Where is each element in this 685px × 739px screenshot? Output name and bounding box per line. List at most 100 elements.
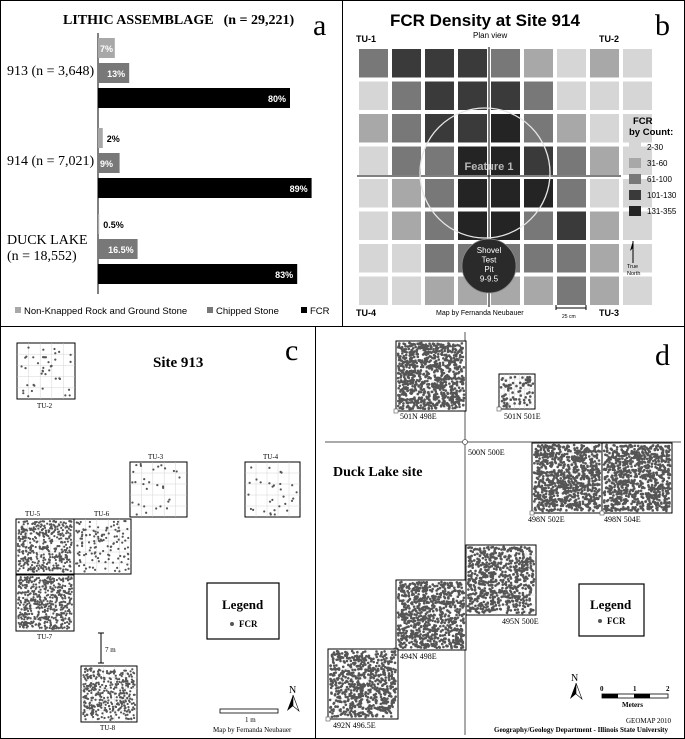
excavation-unit (395, 340, 467, 412)
grid-cell (359, 146, 388, 175)
fcr-dot (667, 476, 670, 479)
fcr-dot (598, 462, 601, 466)
fcr-dot (95, 713, 98, 716)
fcr-dot (495, 607, 499, 611)
fcr-dot (93, 568, 97, 571)
fcr-dot (132, 470, 135, 473)
fcr-dot (43, 624, 46, 627)
fcr-dot (441, 361, 445, 365)
fcr-dot (607, 478, 611, 481)
fcr-dot (419, 377, 422, 381)
fcr-dot (579, 484, 582, 488)
grid-cell (491, 114, 520, 143)
fcr-dot (400, 399, 403, 403)
fcr-dot (545, 502, 549, 505)
fcr-dot (496, 563, 499, 566)
fcr-dot (29, 609, 33, 612)
fcr-dot (27, 546, 30, 550)
fcr-dot (449, 357, 453, 360)
fcr-dot (92, 715, 95, 719)
fcr-dot (19, 601, 23, 604)
fcr-dot (124, 714, 127, 717)
site-913-map: Site 913 c TU-2TU-3 TU-4TU-5 TU-6TU-7TU-8 … (15, 334, 301, 734)
fcr-dot (70, 576, 73, 579)
fcr-dot (69, 551, 72, 554)
fcr-dot (36, 524, 39, 527)
fcr-dot (542, 499, 546, 503)
fcr-dot (131, 481, 134, 484)
fcr-dot (630, 452, 633, 455)
fcr-dot (280, 471, 283, 474)
fcr-dot (461, 376, 465, 380)
excavation-unit (80, 665, 138, 723)
fcr-dot (81, 544, 84, 548)
fcr-dot (569, 486, 572, 490)
fcr-dot (494, 551, 498, 555)
fcr-dot (414, 345, 417, 349)
fcr-dot (567, 480, 570, 483)
fcr-dot (100, 702, 103, 705)
fcr-dot (249, 507, 253, 511)
fcr-dot (60, 560, 63, 564)
fcr-dot (645, 457, 649, 461)
fcr-dot (60, 593, 63, 596)
fcr-dot (438, 349, 441, 353)
fcr-dot (91, 566, 95, 569)
fcr-dot (418, 406, 422, 410)
fcr-dot (30, 580, 34, 583)
fcr-dot (541, 480, 544, 483)
fcr-dot (97, 681, 100, 684)
fcr-dot (54, 601, 57, 604)
fcr-dot (411, 376, 414, 380)
excavation-unit (498, 373, 536, 410)
fcr-dot (67, 575, 70, 579)
fcr-dot (594, 450, 598, 453)
fcr-dot (43, 546, 47, 549)
fcr-dot (98, 688, 101, 692)
fcr-dot (43, 587, 46, 591)
fcr-dot (551, 485, 555, 489)
fcr-dot (27, 346, 30, 349)
fcr-dot (509, 398, 513, 402)
fcr-dot (481, 556, 485, 560)
fcr-dot (26, 563, 30, 566)
fcr-dot (639, 489, 643, 493)
fcr-dot (26, 603, 29, 606)
fcr-dot (431, 384, 434, 388)
fcr-dot (29, 566, 32, 569)
fcr-dot (103, 700, 107, 703)
fcr-dot (58, 557, 61, 560)
fcr-dot (538, 463, 542, 466)
fcr-dot (32, 591, 35, 594)
fcr-dot (94, 698, 97, 701)
fcr-dot (591, 464, 595, 468)
fcr-dot (70, 520, 73, 523)
fcr-dot (575, 507, 578, 511)
fcr-dot (590, 453, 594, 456)
fcr-dot (54, 528, 57, 532)
fcr-dot (492, 567, 496, 571)
fcr-dot (39, 531, 42, 534)
fcr-dot (84, 718, 87, 721)
fcr-dot (143, 505, 146, 508)
fcr-dot (122, 555, 126, 558)
fcr-dot (567, 468, 570, 472)
fcr-dot (398, 394, 401, 398)
fcr-dot (102, 680, 106, 683)
fcr-dot (610, 474, 614, 478)
fcr-dot (399, 346, 402, 350)
fcr-dot (126, 672, 129, 675)
fcr-dot (109, 715, 113, 718)
fcr-dot (511, 391, 514, 394)
fcr-dot (401, 407, 404, 411)
fcr-dot (612, 482, 616, 485)
fcr-dot (454, 354, 458, 358)
fcr-dot (454, 348, 458, 352)
fcr-dot (58, 537, 61, 540)
fcr-dot (591, 482, 595, 485)
grid-cell (359, 49, 388, 78)
fcr-dot (76, 544, 79, 547)
fcr-dot (614, 479, 618, 482)
fcr-dot (65, 560, 69, 563)
fcr-dot (663, 470, 667, 474)
